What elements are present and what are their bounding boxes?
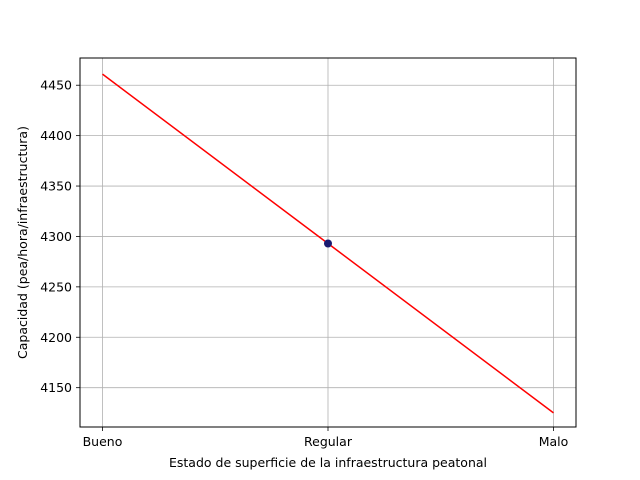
y-tick-label: 4250 xyxy=(40,279,72,294)
y-tick-label: 4450 xyxy=(40,78,72,93)
y-tick-label: 4300 xyxy=(40,229,72,244)
y-axis-label: Capacidad (pea/hora/infraestructura) xyxy=(15,126,30,359)
x-tick-label: Malo xyxy=(539,434,569,449)
points-layer xyxy=(324,239,332,248)
y-tick-label: 4150 xyxy=(40,380,72,395)
x-tick-label: Regular xyxy=(304,434,353,449)
x-tick-label: Bueno xyxy=(83,434,123,449)
data-point xyxy=(324,239,332,248)
y-axis: 4150 4200 4250 4300 4350 4400 4450 xyxy=(40,78,80,395)
x-axis: Bueno Regular Malo xyxy=(83,427,569,449)
x-axis-label: Estado de superficie de la infraestructu… xyxy=(169,455,487,470)
y-tick-label: 4400 xyxy=(40,128,72,143)
y-tick-label: 4350 xyxy=(40,179,72,194)
y-tick-label: 4200 xyxy=(40,330,72,345)
